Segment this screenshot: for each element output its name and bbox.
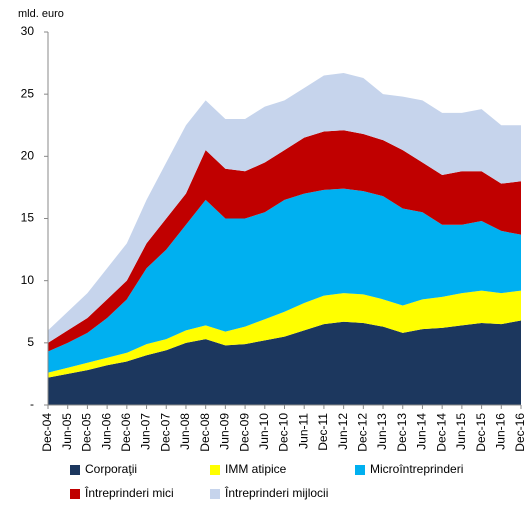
y-tick-label: 15 bbox=[21, 211, 35, 225]
x-tick-label: Dec-13 bbox=[395, 413, 409, 452]
y-tick-label: 5 bbox=[27, 335, 34, 349]
x-tick-label: Dec-06 bbox=[119, 413, 133, 452]
y-tick-label: 20 bbox=[21, 149, 35, 163]
legend-label: Corporaţii bbox=[85, 462, 137, 476]
legend-label: Microîntreprinderi bbox=[370, 462, 463, 476]
x-tick-label: Dec-09 bbox=[237, 413, 251, 452]
y-axis-label: mld. euro bbox=[18, 8, 64, 20]
x-tick-label: Jun-07 bbox=[139, 413, 153, 450]
area bbox=[48, 188, 521, 373]
legend-label: Întreprinderi mici bbox=[84, 485, 174, 500]
y-tick-label: 25 bbox=[21, 86, 35, 100]
y-tick-label: 30 bbox=[21, 24, 35, 38]
x-tick-label: Jun-06 bbox=[99, 413, 113, 450]
legend-swatch bbox=[355, 465, 365, 475]
x-tick-label: Jun-15 bbox=[454, 413, 468, 450]
area bbox=[48, 320, 521, 405]
area bbox=[48, 130, 521, 352]
x-tick-label: Dec-04 bbox=[40, 413, 54, 452]
y-tick-label: - bbox=[30, 397, 34, 411]
x-tick-label: Jun-09 bbox=[218, 413, 232, 450]
x-tick-label: Dec-11 bbox=[316, 413, 330, 451]
x-tick-label: Dec-12 bbox=[356, 413, 370, 452]
x-tick-label: Jun-08 bbox=[178, 413, 192, 450]
x-tick-label: Jun-16 bbox=[493, 413, 507, 450]
area bbox=[48, 73, 521, 343]
x-tick-label: Jun-11 bbox=[296, 413, 310, 449]
x-tick-label: Dec-07 bbox=[158, 413, 172, 452]
x-tick-label: Jun-05 bbox=[60, 413, 74, 450]
legend-swatch bbox=[210, 489, 220, 499]
x-tick-label: Dec-14 bbox=[434, 413, 448, 452]
x-tick-label: Jun-14 bbox=[415, 413, 429, 450]
x-tick-label: Jun-13 bbox=[375, 413, 389, 450]
x-tick-label: Jun-10 bbox=[257, 413, 271, 450]
x-tick-label: Jun-12 bbox=[336, 413, 350, 450]
x-tick-label: Dec-05 bbox=[80, 413, 94, 452]
x-tick-label: Dec-16 bbox=[513, 413, 525, 452]
area bbox=[48, 290, 521, 378]
x-tick-label: Dec-08 bbox=[198, 413, 212, 452]
legend-swatch bbox=[70, 489, 80, 499]
x-tick-label: Dec-10 bbox=[277, 413, 291, 452]
legend-swatch bbox=[70, 465, 80, 475]
x-tick-label: Dec-15 bbox=[474, 413, 488, 452]
legend-label: IMM atipice bbox=[225, 462, 287, 476]
legend-label: Întreprinderi mijlocii bbox=[224, 485, 328, 500]
y-tick-label: 10 bbox=[21, 273, 35, 287]
legend-swatch bbox=[210, 465, 220, 475]
